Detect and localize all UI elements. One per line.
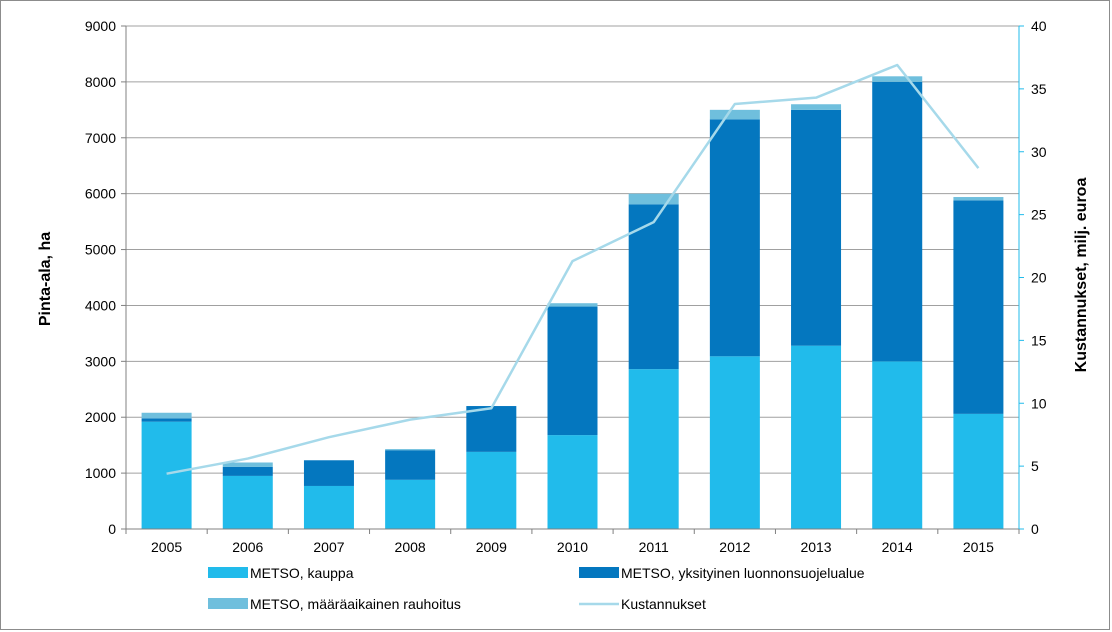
y-axis-title-left: Pinta-ala, ha [37, 232, 54, 326]
bar-2013-series-2 [791, 104, 842, 110]
bar-2008-series-1 [385, 450, 436, 480]
bar-2006-series-0 [222, 475, 273, 529]
legend-swatch-1 [579, 567, 619, 578]
right-tick-label-1: 5 [1031, 458, 1039, 474]
x-axis-ticks: 2005 2006 2007 2008 2009 2010 2011 2012 2013 2014… [125, 529, 1020, 555]
bar-2015-series-1 [953, 200, 1004, 414]
left-tick-label-3: 3000 [85, 353, 116, 369]
gridlines [126, 25, 1019, 474]
left-tick-label-1: 1000 [85, 465, 116, 481]
bar-2008-series-0 [385, 479, 436, 529]
bar-2007-series-1 [303, 460, 354, 486]
bar-2008-series-2 [385, 449, 436, 451]
right-axis-ticks: 0 5 10 15 20 25 30 35 40 [1019, 18, 1047, 537]
legend-label-3: Kustannukset [621, 596, 706, 612]
legend-label-2: METSO, määräaikainen rauhoitus [250, 596, 461, 612]
bar-2006-series-2 [222, 462, 273, 467]
right-tick-label-5: 25 [1031, 207, 1047, 223]
legend: METSO, kauppa METSO, yksityinen luonnonsu… [208, 565, 865, 612]
y-axis-title-right: Kustannukset, milj. euroa [1073, 178, 1090, 373]
bar-2005-series-2 [141, 412, 192, 419]
legend-label-0: METSO, kauppa [250, 565, 354, 581]
right-tick-label-7: 35 [1031, 81, 1047, 97]
right-tick-label-4: 20 [1031, 270, 1047, 286]
right-tick-label-0: 0 [1031, 521, 1039, 537]
left-tick-label-0: 0 [108, 521, 116, 537]
x-tick-label-2013: 2013 [800, 539, 831, 555]
bar-2011-series-2 [628, 193, 679, 205]
bar-2011-series-1 [628, 204, 679, 370]
legend-label-1: METSO, yksityinen luonnonsuojelualue [621, 565, 865, 581]
bar-2009-series-0 [466, 451, 517, 529]
left-tick-label-4: 4000 [85, 297, 116, 313]
bar-2011-series-0 [628, 369, 679, 529]
bar-2010-series-2 [547, 303, 598, 307]
right-tick-label-8: 40 [1031, 18, 1047, 34]
bar-2012-series-2 [709, 109, 760, 120]
x-tick-label-2006: 2006 [232, 539, 263, 555]
legend-swatch-2 [208, 598, 248, 609]
left-axis-ticks: 0 1000 2000 3000 4000 5000 6000 7000 8000 9000 [85, 18, 126, 537]
bar-2005-series-1 [141, 418, 192, 422]
legend-swatch-0 [208, 567, 248, 578]
left-tick-label-2: 2000 [85, 409, 116, 425]
bar-2014-series-0 [872, 361, 923, 529]
bar-2012-series-1 [709, 119, 760, 357]
bar-2007-series-0 [303, 485, 354, 529]
bar-2005-series-0 [141, 421, 192, 529]
bar-2009-series-1 [466, 406, 517, 452]
bar-2013-series-1 [791, 109, 842, 346]
x-tick-label-2012: 2012 [719, 539, 750, 555]
bar-2010-series-1 [547, 306, 598, 436]
right-tick-label-2: 10 [1031, 395, 1047, 411]
x-tick-label-2005: 2005 [151, 539, 182, 555]
bar-2015-series-0 [953, 413, 1004, 529]
x-tick-label-2007: 2007 [313, 539, 344, 555]
left-tick-label-6: 6000 [85, 186, 116, 202]
cost-line [166, 63, 980, 475]
x-tick-label-2010: 2010 [557, 539, 588, 555]
x-tick-label-2009: 2009 [476, 539, 507, 555]
bar-2013-series-0 [791, 345, 842, 529]
bar-2015-series-2 [953, 197, 1004, 201]
x-tick-label-2011: 2011 [639, 539, 669, 555]
left-tick-label-8: 8000 [85, 74, 116, 90]
x-tick-label-2015: 2015 [963, 539, 994, 555]
x-tick-label-2014: 2014 [882, 539, 913, 555]
bar-2006-series-1 [222, 466, 273, 476]
x-tick-label-2008: 2008 [395, 539, 426, 555]
left-tick-label-5: 5000 [85, 242, 116, 258]
bar-2012-series-0 [709, 356, 760, 529]
left-tick-label-7: 7000 [85, 130, 116, 146]
right-tick-label-6: 30 [1031, 144, 1047, 160]
bar-2010-series-0 [547, 435, 598, 529]
left-tick-label-9: 9000 [85, 18, 116, 34]
bar-2014-series-2 [872, 76, 923, 82]
right-tick-label-3: 15 [1031, 332, 1047, 348]
bars [141, 76, 1004, 529]
bar-2014-series-1 [872, 81, 923, 362]
